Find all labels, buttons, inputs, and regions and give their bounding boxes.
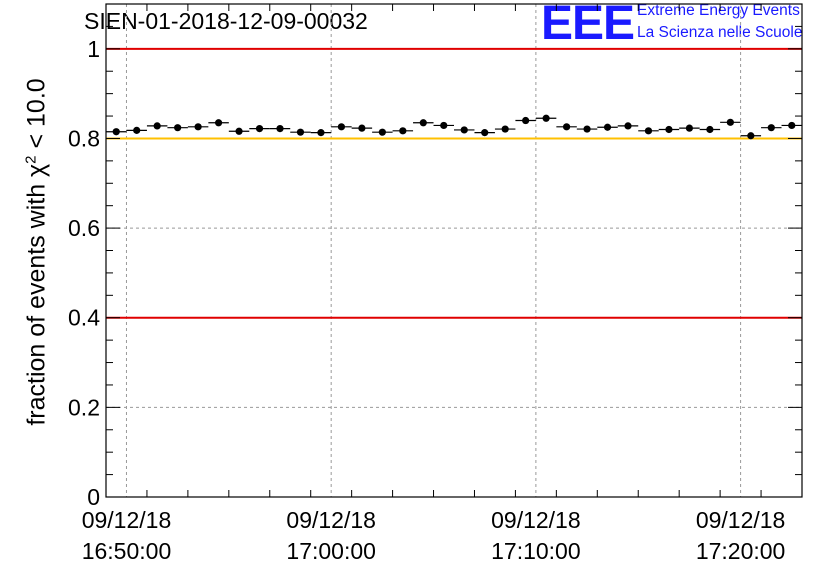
y-tick-label: 1: [87, 36, 100, 62]
data-point: [378, 128, 386, 136]
x-tick-label-time: 17:10:00: [491, 538, 581, 564]
x-tick-label-time: 17:20:00: [696, 538, 786, 564]
x-tick-label-date: 09/12/18: [286, 507, 376, 533]
data-point: [296, 128, 305, 136]
data-point: [583, 125, 591, 133]
y-tick-label: 0.6: [68, 215, 100, 241]
y-tick-label: 0.4: [68, 305, 100, 331]
x-tick-label-date: 09/12/18: [491, 507, 581, 533]
data-point: [419, 119, 427, 127]
data-point: [747, 132, 755, 140]
data-point: [685, 124, 694, 132]
chart-title: SIEN-01-2018-12-09-00032: [84, 8, 368, 34]
data-point: [522, 116, 530, 125]
data-point: [276, 124, 284, 133]
data-point: [542, 114, 550, 122]
data-point: [624, 122, 632, 130]
x-tick-label-time: 17:00:00: [286, 538, 376, 564]
data-point: [460, 126, 468, 134]
data-point: [194, 123, 202, 131]
data-point: [255, 124, 264, 133]
data-point: [726, 118, 734, 126]
data-point: [788, 121, 796, 130]
data-point: [440, 121, 448, 130]
y-tick-label: 0.2: [68, 394, 100, 420]
x-tick-label-time: 16:50:00: [82, 538, 172, 564]
data-point: [235, 127, 243, 135]
data-point: [562, 123, 571, 131]
y-tick-label: 0.8: [68, 125, 100, 151]
data-point: [399, 127, 407, 135]
data-point: [214, 119, 223, 127]
data-point: [665, 125, 673, 134]
data-point: [501, 125, 509, 133]
data-point: [706, 125, 714, 134]
data-point: [153, 122, 161, 130]
data-point: [481, 129, 489, 137]
data-point: [603, 123, 612, 131]
data-point: [767, 124, 775, 132]
data-point: [337, 123, 346, 131]
data-point: [358, 124, 366, 132]
data-point: [317, 129, 325, 137]
logo-line-1: Extreme Energy Events: [637, 2, 800, 19]
x-tick-label-date: 09/12/18: [82, 507, 172, 533]
y-tick-label: 0: [87, 484, 100, 510]
data-point: [112, 128, 120, 136]
data-point: [133, 126, 141, 134]
data-point: [174, 124, 182, 132]
plot-frame: [105, 3, 803, 498]
logo-line-2: La Scienza nelle Scuole: [637, 24, 803, 41]
x-tick-label-date: 09/12/18: [696, 507, 786, 533]
data-point: [644, 127, 653, 135]
